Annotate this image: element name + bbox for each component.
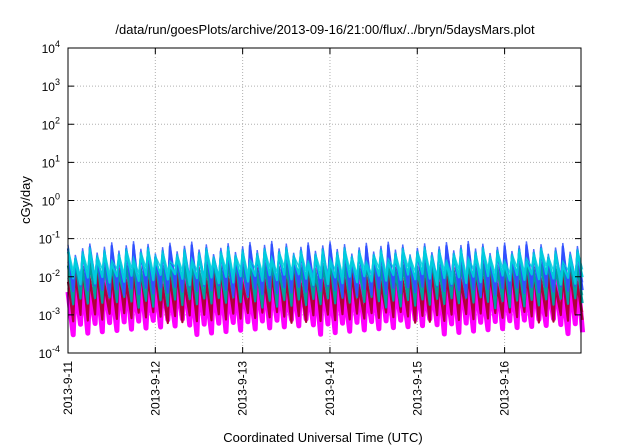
series xyxy=(66,246,584,287)
axis-ticks: 10-4 10-3 10-2 10-1 100 101 102 103 104 2013-9-11… xyxy=(39,39,581,416)
chart-title: /data/run/goesPlots/archive/2013-09-16/2… xyxy=(115,22,535,37)
x-tick-label: 2013-9-15 xyxy=(410,361,424,416)
x-tick-label: 2013-9-14 xyxy=(323,361,337,416)
y-tick-label: 10-4 xyxy=(39,344,60,361)
y-tick-label: 10-3 xyxy=(39,306,60,323)
y-tick-label: 10-1 xyxy=(39,230,60,247)
y-axis-label: cGy/day xyxy=(18,176,33,224)
y-tick-label: 103 xyxy=(42,77,60,94)
series-line-envelope xyxy=(67,246,584,278)
x-axis-label: Coordinated Universal Time (UTC) xyxy=(223,430,422,445)
x-tick-label: 2013-9-11 xyxy=(61,361,75,415)
y-tick-label: 102 xyxy=(42,115,60,132)
x-tick-label: 2013-9-13 xyxy=(236,361,250,416)
y-tick-label: 10-2 xyxy=(39,268,60,285)
y-tick-label: 104 xyxy=(42,39,60,56)
y-tick-label: 101 xyxy=(42,153,60,170)
x-tick-label: 2013-9-16 xyxy=(498,361,512,416)
y-tick-label: 100 xyxy=(42,192,60,209)
x-tick-label: 2013-9-12 xyxy=(148,361,162,416)
series-group xyxy=(65,240,586,338)
